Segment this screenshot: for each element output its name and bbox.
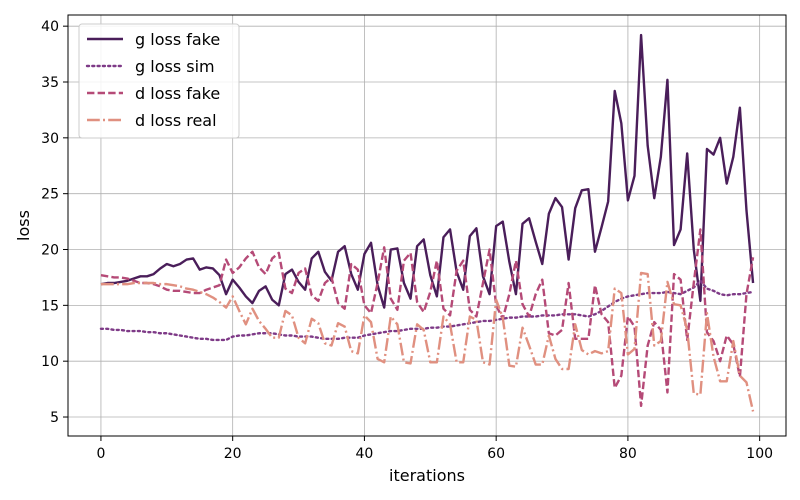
legend: g loss fake g loss sim d loss fake d loss r… [78,23,240,139]
plot-frame [67,14,787,437]
x-axis-label: iterations [389,466,465,485]
y-tick-label: 10 [41,354,59,370]
series-layer [99,33,755,412]
x-tick-label: 0 [96,446,105,462]
y-tick-label: 25 [41,187,59,203]
x-tick-label: 40 [356,446,374,462]
y-tick-label: 35 [41,75,59,91]
y-tick-label: 30 [41,131,59,147]
x-tick-label: 20 [224,446,242,462]
legend-box [78,23,240,139]
y-tick-label: 20 [41,243,59,259]
y-tick-label: 5 [50,410,59,426]
axis-ticks: 0 20 40 60 80 100 5 10 15 20 25 30 35 40 [41,19,773,462]
y-tick-label: 15 [41,298,59,314]
series-line-d-loss-real [100,271,755,412]
legend-label: g loss fake [135,30,220,49]
series-line-d-loss-fake [100,228,755,408]
series-line-g-loss-sim [99,279,755,342]
y-axis-label: loss [14,210,33,241]
x-tick-label: 80 [619,446,637,462]
x-tick-label: 60 [487,446,505,462]
legend-label: d loss real [135,111,217,130]
y-tick-label: 40 [41,19,59,35]
legend-label: d loss fake [135,84,220,103]
series-line-g-loss-fake [100,33,755,309]
legend-label: g loss sim [135,57,215,76]
x-tick-label: 100 [746,446,773,462]
